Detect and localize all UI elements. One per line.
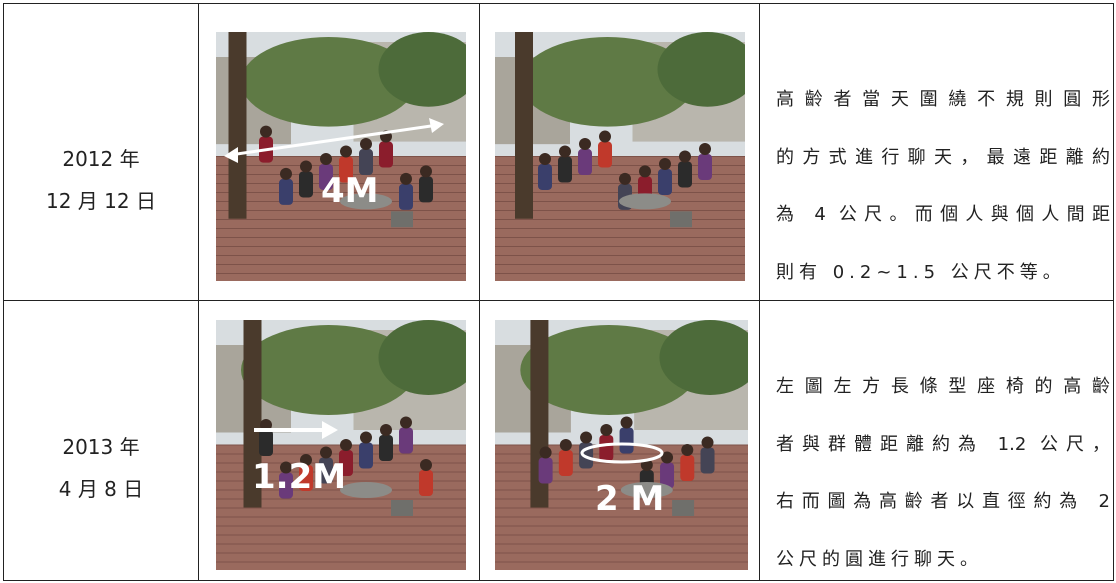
person [658,169,672,195]
person [399,428,413,454]
border [479,3,480,581]
person [701,448,715,474]
person-head [420,459,432,471]
person [559,450,573,476]
person-head [579,138,591,150]
person [419,176,433,202]
stone-table [619,193,671,209]
photo: 2 M [495,320,748,570]
person [558,157,572,183]
person-head [659,158,671,170]
person [379,435,393,461]
person-head [360,138,372,150]
border [3,3,1114,4]
person [680,455,694,481]
person [539,458,553,484]
date-line: 12 月 12 日 [4,180,198,222]
person-head [681,444,693,456]
person-head [400,173,412,185]
trunk [229,32,247,219]
person [698,154,712,180]
date-line: 4 月 8 日 [4,468,198,510]
person [419,470,433,496]
photo-label: 2 M [595,479,664,519]
person-head [639,165,651,177]
description-line: 高齡者當天圍繞不規則圓形 [776,85,1110,111]
border [3,580,1114,581]
document: 2012 年 12 月 12 日 2013 年 4 月 8 日 高齡者當天圍繞不… [0,0,1116,583]
photo [495,32,745,281]
person-head [400,417,412,429]
description-line: 左圖左方長條型座椅的高齡 [776,372,1110,398]
description-line: 公尺的圓進行聊天。 [776,545,1110,571]
date-line: 2012 年 [4,138,198,180]
person-head [679,150,691,162]
person [379,142,393,168]
person-head [580,432,592,444]
trunk [515,32,533,219]
stone-seat [670,211,692,227]
photo: 1.2M [216,320,466,570]
person-head [340,439,352,451]
date: 2012 年 12 月 12 日 [4,138,198,222]
person-head [600,424,612,436]
person-head [360,432,372,444]
person-head [420,165,432,177]
stone-table [340,482,392,498]
person [598,142,612,168]
description-line: 則有 0.2~1.5 公尺不等。 [776,258,1110,284]
person-head [260,126,272,138]
person-head [539,153,551,165]
person [538,164,552,190]
person [578,149,592,175]
person [279,179,293,205]
person-head [340,146,352,158]
description-line: 右而圖為高齡者以直徑約為 2 [776,487,1110,513]
person [399,184,413,210]
stone-seat [391,500,413,516]
description-line: 者與群體距離約為 1.2 公尺， [776,430,1110,456]
person-head [560,439,572,451]
border [3,300,1114,301]
person-head [559,146,571,158]
photo-label: 4M [321,171,379,211]
person [299,171,313,197]
person-head [300,160,312,172]
person-head [380,424,392,436]
person-head [621,417,633,429]
date: 2013 年 4 月 8 日 [4,426,198,510]
person [678,161,692,187]
description-line: 的方式進行聊天，最遠距離約 [776,143,1110,169]
border [1113,3,1114,581]
person [599,435,613,461]
person-head [599,131,611,143]
person-head [320,153,332,165]
description-line: 為 4 公尺。而個人與個人間距 [776,200,1110,226]
person [259,430,273,456]
stone-seat [672,500,694,516]
photo: 4M [216,32,466,281]
stone-seat [391,211,413,227]
person-head [280,168,292,180]
photo-label: 1.2M [252,457,346,497]
person [620,428,634,454]
person-head [619,173,631,185]
person-head [540,447,552,459]
date-line: 2013 年 [4,426,198,468]
person-head [702,437,714,449]
person [359,443,373,469]
border [759,3,760,581]
border [198,3,199,581]
person-head [699,143,711,155]
